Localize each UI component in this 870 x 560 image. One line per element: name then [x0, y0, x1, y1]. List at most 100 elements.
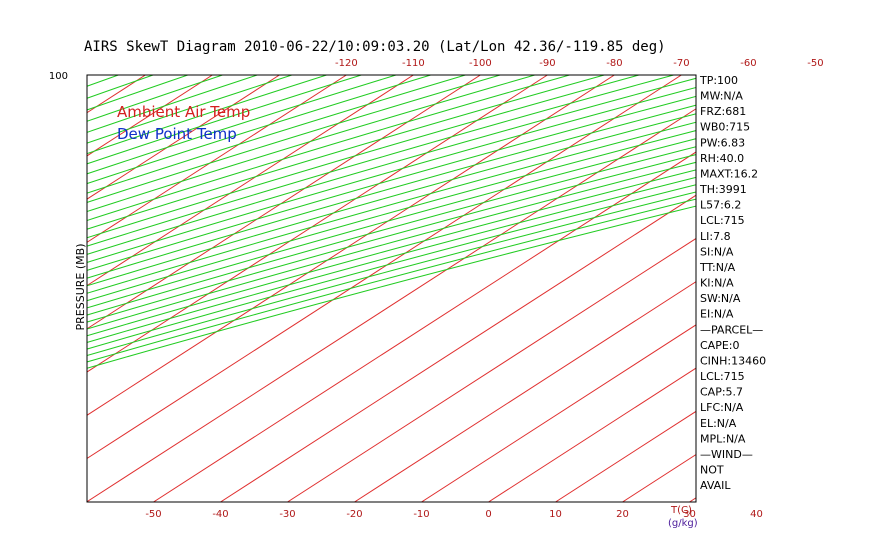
dry-adiabat-line: [87, 198, 696, 363]
index-entry: SW:N/A: [700, 292, 741, 305]
dry-adiabat-line: [87, 154, 696, 323]
bottom-temp-tick-label: 0: [485, 509, 491, 520]
dry-adiabat-line: [87, 161, 696, 330]
chart-title: AIRS SkewT Diagram 2010-06-22/10:09:03.2…: [84, 39, 666, 55]
index-entry: TH:3991: [699, 183, 747, 196]
bottom-temp-tick-label: -30: [279, 509, 295, 520]
dry-adiabat-line: [87, 75, 572, 221]
dry-adiabat-line: [87, 176, 696, 343]
dry-adiabat-line: [87, 138, 696, 309]
dry-adiabat-line: [87, 75, 433, 185]
index-entry: TP:100: [699, 74, 738, 87]
top-temp-tick-label: -110: [402, 58, 425, 69]
top-temp-tick-label: -120: [335, 58, 358, 69]
index-entry: SI:N/A: [700, 245, 734, 258]
pressure-tick-label: 100: [49, 71, 68, 82]
dry-adiabat-line: [87, 75, 364, 165]
index-entry: AVAIL: [700, 479, 731, 492]
dry-adiabat-line: [87, 75, 468, 194]
index-entry: PW:6.83: [700, 136, 745, 149]
dry-adiabat-line: [87, 77, 696, 255]
dry-adiabat-line: [87, 113, 696, 287]
index-entry: LCL:715: [700, 214, 745, 227]
dry-adiabat-line: [87, 184, 696, 350]
legend-dew-point-temp: Dew Point Temp: [117, 125, 237, 143]
bottom-temp-tick-label: 10: [549, 509, 562, 520]
top-temp-tick-label: -70: [673, 58, 689, 69]
dry-adiabat-line: [87, 95, 696, 271]
bottom-temp-tick-label: -10: [413, 509, 429, 520]
dry-adiabat-line: [87, 75, 329, 155]
index-entry: WB0:715: [700, 121, 750, 134]
top-temp-tick-label: -100: [469, 58, 492, 69]
index-entry: CAPE:0: [700, 339, 740, 352]
isotherm-line: [87, 108, 696, 502]
index-entry: L57:6.2: [700, 199, 741, 212]
index-entry: FRZ:681: [700, 105, 746, 118]
index-entry: LI:7.8: [700, 230, 731, 243]
dry-adiabat-line: [87, 86, 696, 263]
isotherm-line: [757, 75, 870, 502]
isotherm-line: [87, 75, 213, 157]
isotherm-line: [87, 75, 347, 243]
index-entry: —PARCEL—: [700, 323, 763, 336]
dry-adiabat-line: [87, 75, 676, 247]
isotherm-line: [87, 75, 481, 330]
dry-adiabat-line: [87, 75, 398, 175]
index-entry: MAXT:16.2: [700, 168, 758, 181]
dry-adiabat-line: [0, 74, 52, 502]
stability-indices-list: TP:100 MW:N/A FRZ:681 WB0:715 PW:6.83 RH:40.0…: [699, 74, 766, 492]
dry-adiabat-line: [87, 104, 696, 279]
isotherm-line: [354, 281, 696, 502]
index-entry: NOT: [700, 464, 724, 477]
dry-adiabat-line: [87, 75, 502, 203]
top-temp-tick-label: -50: [807, 58, 823, 69]
index-entry: MPL:N/A: [700, 432, 746, 445]
isotherm-line: [421, 324, 696, 502]
index-entry: EI:N/A: [700, 308, 734, 321]
bottom-temp-tick-label: 30: [683, 509, 696, 520]
dry-adiabat-line: [87, 121, 696, 294]
isotherm-line: [622, 453, 696, 502]
isobar-grid: [87, 74, 696, 76]
bottom-temp-tick-label: 20: [616, 509, 629, 520]
top-temperature-ticks: -120-110-100-90-80-70-60-50-40: [335, 58, 824, 69]
top-temp-tick-label: -80: [606, 58, 622, 69]
isotherm-line: [87, 75, 615, 416]
isotherm-line: [0, 75, 78, 502]
pressure-tick-labels: 1002003004005006007008009001000: [49, 71, 68, 82]
bottom-temp-tick-label: 40: [750, 509, 763, 520]
isotherm-line: [87, 75, 548, 373]
dry-adiabat-line: [0, 74, 17, 502]
legend-ambient-air-temp: Ambient Air Temp: [117, 103, 250, 121]
isotherm-line: [220, 194, 696, 502]
isotherm-line: [87, 75, 280, 200]
index-entry: KI:N/A: [700, 277, 734, 290]
index-entry: CINH:13460: [700, 354, 766, 367]
dry-adiabat-line: [87, 191, 696, 357]
dry-adiabat-line: [87, 205, 696, 369]
index-entry: TT:N/A: [699, 261, 736, 274]
dry-adiabat-line: [87, 75, 641, 239]
bottom-temp-tick-label: -20: [346, 509, 362, 520]
index-entry: MW:N/A: [700, 90, 743, 103]
isotherm-line: [287, 237, 696, 502]
plot-border: [86, 74, 697, 503]
isotherm-line: [824, 75, 870, 502]
bottom-temp-tick-label: -40: [212, 509, 228, 520]
index-entry: LFC:N/A: [700, 401, 744, 414]
plot-frame: [86, 74, 697, 503]
top-temp-tick-label: -60: [740, 58, 756, 69]
index-entry: LCL:715: [700, 370, 745, 383]
isotherm-line: [488, 367, 696, 502]
isotherm-line: [153, 151, 696, 502]
index-entry: EL:N/A: [700, 417, 737, 430]
x-axis-unit-label: T(C): [670, 505, 692, 516]
dry-adiabat-line: [87, 75, 607, 230]
bottom-temperature-ticks: -50 -40 -30 -20 -10 0 10 20 30 40: [145, 509, 763, 520]
bottom-temp-tick-label: -50: [145, 509, 161, 520]
index-entry: CAP:5.7: [700, 386, 743, 399]
dry-adiabat-line: [87, 146, 696, 316]
index-entry: —WIND—: [700, 448, 753, 461]
